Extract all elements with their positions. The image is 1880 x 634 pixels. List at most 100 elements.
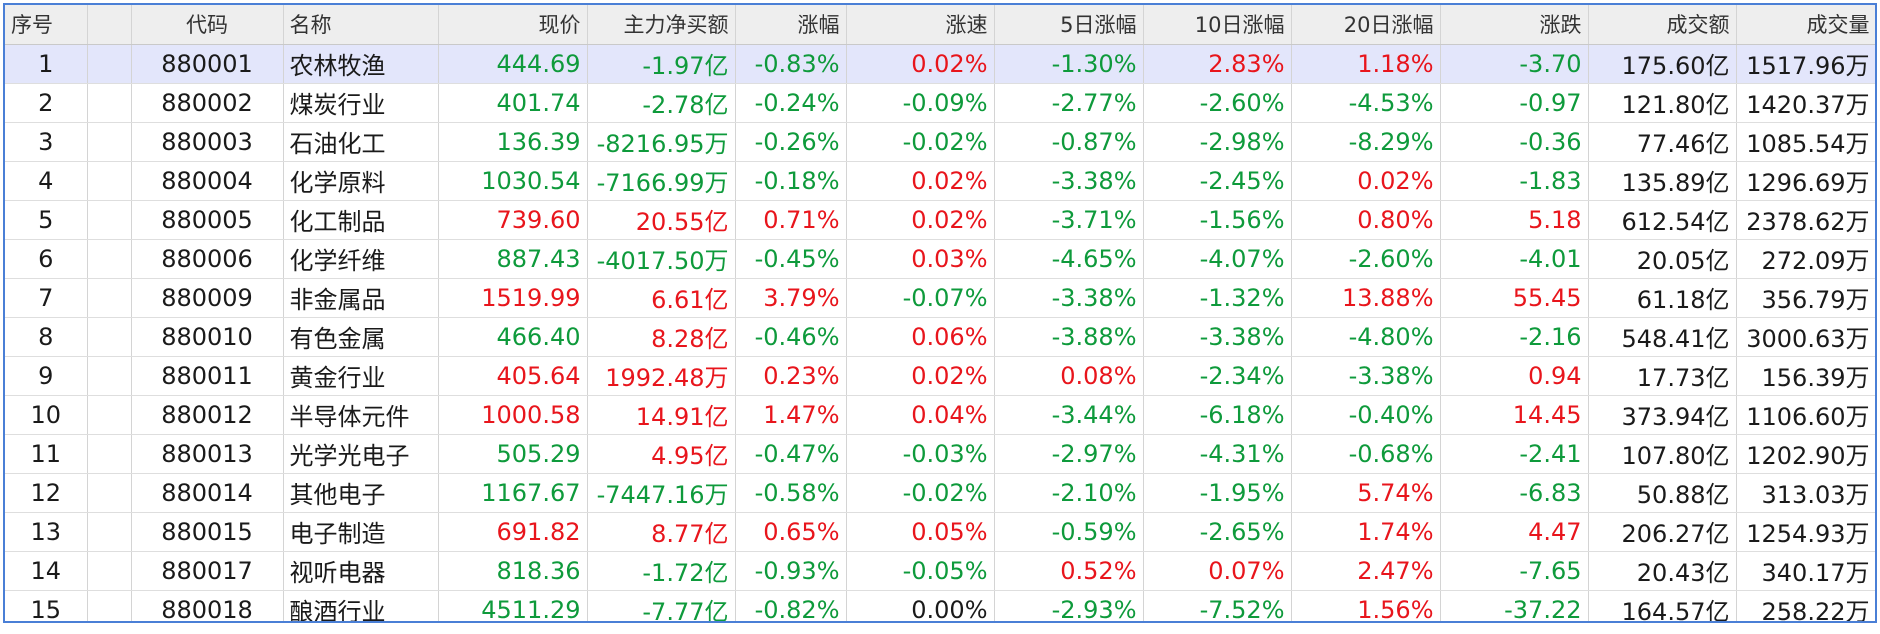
quote-grid[interactable]: 序号 代码 名称 现价 主力净买额 涨幅 涨速 5日涨幅 10日涨幅 20日涨幅… [3, 3, 1877, 623]
turnover-cell: 20.43亿 [1588, 551, 1737, 591]
change-amount-cell: -2.41 [1440, 434, 1589, 474]
table-row[interactable]: 15 880018 酿酒行业 4511.29 -7.77亿 -0.82% 0.00% -2.9… [5, 590, 1875, 621]
turnover-cell: 20.05亿 [1588, 239, 1737, 279]
turnover-cell: 548.41亿 [1588, 317, 1737, 357]
current-price-cell: 4511.29 [438, 590, 588, 621]
table-row[interactable]: 7 880009 非金属品 1519.99 6.61亿 3.79% -0.07% -3.38%… [5, 278, 1875, 318]
row-index-cell: 15 [5, 590, 88, 621]
change-5d-cell: -3.71% [994, 200, 1144, 240]
sector-name-cell: 有色金属 [283, 317, 439, 357]
main-net-buy-cell: -7447.16万 [587, 473, 736, 513]
change-speed-cell: -0.05% [846, 551, 995, 591]
change-pct-cell: -0.93% [735, 551, 847, 591]
row-marker-cell [87, 551, 132, 591]
col-header-volume[interactable]: 成交量 [1736, 5, 1875, 45]
row-index-cell: 1 [5, 44, 88, 84]
table-row[interactable]: 8 880010 有色金属 466.40 8.28亿 -0.46% 0.06% -3.88% -… [5, 317, 1875, 357]
sector-name-cell: 石油化工 [283, 122, 439, 162]
change-speed-cell: 0.02% [846, 161, 995, 201]
change-5d-cell: -0.87% [994, 122, 1144, 162]
change-10d-cell: -2.45% [1143, 161, 1292, 201]
main-net-buy-cell: 6.61亿 [587, 278, 736, 318]
change-pct-cell: -0.18% [735, 161, 847, 201]
col-header-marker[interactable] [87, 5, 132, 45]
row-index-cell: 10 [5, 395, 88, 435]
table-row[interactable]: 10 880012 半导体元件 1000.58 14.91亿 1.47% 0.04% -3.4… [5, 395, 1875, 435]
table-row[interactable]: 6 880006 化学纤维 887.43 -4017.50万 -0.45% 0.03% -4.… [5, 239, 1875, 279]
col-header-index[interactable]: 序号 [5, 5, 88, 45]
table-row[interactable]: 2 880002 煤炭行业 401.74 -2.78亿 -0.24% -0.09% -2.77… [5, 83, 1875, 123]
table-row[interactable]: 12 880014 其他电子 1167.67 -7447.16万 -0.58% -0.02%… [5, 473, 1875, 513]
col-header-name[interactable]: 名称 [283, 5, 439, 45]
change-speed-cell: -0.02% [846, 122, 995, 162]
row-index-cell: 7 [5, 278, 88, 318]
change-10d-cell: -1.56% [1143, 200, 1292, 240]
change-10d-cell: -2.60% [1143, 83, 1292, 123]
volume-cell: 258.22万 [1736, 590, 1875, 621]
col-header-change-speed[interactable]: 涨速 [846, 5, 995, 45]
table-row[interactable]: 1 880001 农林牧渔 444.69 -1.97亿 -0.83% 0.02% -1.30%… [5, 44, 1875, 84]
stock-code-cell: 880012 [131, 395, 284, 435]
main-net-buy-cell: 4.95亿 [587, 434, 736, 474]
row-marker-cell [87, 356, 132, 396]
stock-code-cell: 880002 [131, 83, 284, 123]
row-marker-cell [87, 395, 132, 435]
sector-name-cell: 酿酒行业 [283, 590, 439, 621]
turnover-cell: 77.46亿 [1588, 122, 1737, 162]
col-header-turnover[interactable]: 成交额 [1588, 5, 1737, 45]
change-amount-cell: -4.01 [1440, 239, 1589, 279]
stock-code-cell: 880018 [131, 590, 284, 621]
sector-name-cell: 化学纤维 [283, 239, 439, 279]
row-marker-cell [87, 239, 132, 279]
volume-cell: 313.03万 [1736, 473, 1875, 513]
current-price-cell: 136.39 [438, 122, 588, 162]
col-header-change-pct[interactable]: 涨幅 [735, 5, 847, 45]
table-row[interactable]: 9 880011 黄金行业 405.64 1992.48万 0.23% 0.02% 0.08%… [5, 356, 1875, 396]
sector-name-cell: 煤炭行业 [283, 83, 439, 123]
table-row[interactable]: 4 880004 化学原料 1030.54 -7166.99万 -0.18% 0.02% -3… [5, 161, 1875, 201]
stock-code-cell: 880014 [131, 473, 284, 513]
current-price-cell: 1519.99 [438, 278, 588, 318]
change-10d-cell: -4.07% [1143, 239, 1292, 279]
change-20d-cell: 0.02% [1291, 161, 1441, 201]
table-row[interactable]: 3 880003 石油化工 136.39 -8216.95万 -0.26% -0.02% -0… [5, 122, 1875, 162]
main-net-buy-cell: 14.91亿 [587, 395, 736, 435]
change-5d-cell: 0.52% [994, 551, 1144, 591]
change-20d-cell: 2.47% [1291, 551, 1441, 591]
row-index-cell: 14 [5, 551, 88, 591]
table-row[interactable]: 5 880005 化工制品 739.60 20.55亿 0.71% 0.02% -3.71% -… [5, 200, 1875, 240]
change-20d-cell: 13.88% [1291, 278, 1441, 318]
change-10d-cell: -7.52% [1143, 590, 1292, 621]
change-amount-cell: 0.94 [1440, 356, 1589, 396]
current-price-cell: 505.29 [438, 434, 588, 474]
current-price-cell: 887.43 [438, 239, 588, 279]
change-amount-cell: 14.45 [1440, 395, 1589, 435]
table-row[interactable]: 14 880017 视听电器 818.36 -1.72亿 -0.93% -0.05% 0.52… [5, 551, 1875, 591]
change-5d-cell: -3.88% [994, 317, 1144, 357]
change-amount-cell: -6.83 [1440, 473, 1589, 513]
change-10d-cell: -4.31% [1143, 434, 1292, 474]
row-marker-cell [87, 317, 132, 357]
row-marker-cell [87, 83, 132, 123]
volume-cell: 1420.37万 [1736, 83, 1875, 123]
row-marker-cell [87, 590, 132, 621]
col-header-5d-change[interactable]: 5日涨幅 [994, 5, 1144, 45]
table-row[interactable]: 13 880015 电子制造 691.82 8.77亿 0.65% 0.05% -0.59% -… [5, 512, 1875, 552]
volume-cell: 340.17万 [1736, 551, 1875, 591]
row-index-cell: 12 [5, 473, 88, 513]
col-header-code[interactable]: 代码 [131, 5, 284, 45]
col-header-change[interactable]: 涨跌 [1440, 5, 1589, 45]
col-header-10d-change[interactable]: 10日涨幅 [1143, 5, 1292, 45]
table-row[interactable]: 11 880013 光学光电子 505.29 4.95亿 -0.47% -0.03% -2.9… [5, 434, 1875, 474]
main-net-buy-cell: 20.55亿 [587, 200, 736, 240]
sector-name-cell: 黄金行业 [283, 356, 439, 396]
turnover-cell: 612.54亿 [1588, 200, 1737, 240]
change-speed-cell: 0.05% [846, 512, 995, 552]
col-header-price[interactable]: 现价 [438, 5, 588, 45]
stock-code-cell: 880017 [131, 551, 284, 591]
change-pct-cell: 0.71% [735, 200, 847, 240]
change-5d-cell: -2.93% [994, 590, 1144, 621]
col-header-main-net-buy[interactable]: 主力净买额 [587, 5, 736, 45]
change-20d-cell: -0.68% [1291, 434, 1441, 474]
col-header-20d-change[interactable]: 20日涨幅 [1291, 5, 1441, 45]
